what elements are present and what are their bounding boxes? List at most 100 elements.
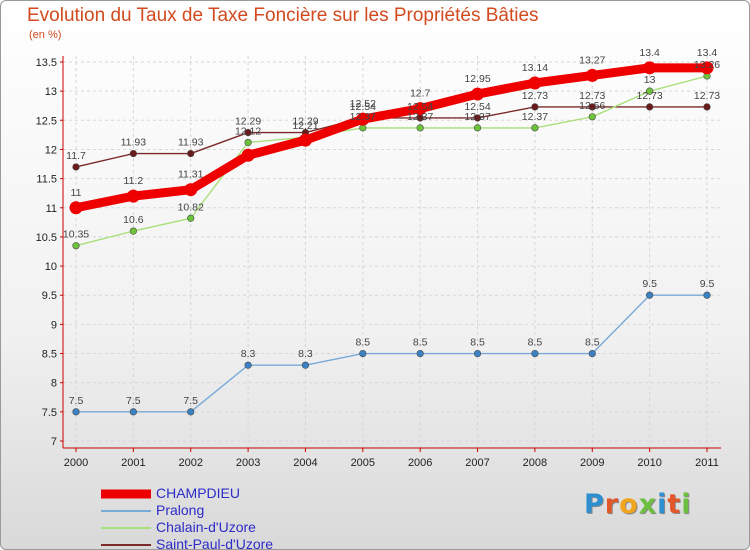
data-point-champdieu <box>298 133 312 147</box>
data-point-pralong <box>244 361 252 369</box>
x-tick-label: 2002 <box>178 457 202 469</box>
x-tick-label: 2001 <box>121 457 145 469</box>
data-point-champdieu <box>356 112 370 126</box>
data-label-pralong: 8.5 <box>585 337 600 349</box>
axes: 7 7.5 8 8.5 9 9.5 10 10.5 11 11.5 12 12.5 13 13.5 2000… <box>36 56 721 469</box>
data-point-chalain-d-uzore <box>646 87 654 95</box>
data-point-pralong <box>531 349 539 358</box>
logo-letter: P <box>584 489 605 520</box>
data-point-saint-paul-d-uzore <box>703 103 711 111</box>
proxiti-logo: Proxiti <box>584 489 692 520</box>
data-label-saint-paul-d-uzore: 11.93 <box>178 137 204 149</box>
chart-title: Evolution du Taux de Taxe Foncière sur l… <box>27 5 539 26</box>
data-point-pralong <box>187 408 195 416</box>
y-tick-label: 7.5 <box>42 407 57 419</box>
data-label-pralong: 9.5 <box>642 278 657 290</box>
data-point-pralong <box>703 291 711 299</box>
y-axis-unit: (en %) <box>29 29 62 41</box>
data-label-saint-paul-d-uzore: 12.54 <box>350 101 376 113</box>
x-tick-label: 2004 <box>293 457 317 469</box>
data-label-saint-paul-d-uzore: 12.73 <box>636 90 662 102</box>
data-label-pralong: 8.3 <box>241 348 256 360</box>
data-label-champdieu: 13.4 <box>697 47 718 59</box>
legend-swatch <box>101 543 151 546</box>
data-label-pralong: 7.5 <box>69 395 84 407</box>
data-label-chalain-d-uzore: 12.12 <box>235 125 261 137</box>
data-label-saint-paul-d-uzore: 12.29 <box>235 116 261 128</box>
data-label-pralong: 9.5 <box>700 278 715 290</box>
data-point-champdieu <box>126 189 140 203</box>
data-point-saint-paul-d-uzore <box>72 163 80 171</box>
data-label-champdieu: 12.52 <box>350 98 376 110</box>
data-point-chalain-d-uzore <box>531 124 539 132</box>
logo-letter: i <box>681 489 692 520</box>
data-point-chalain-d-uzore <box>244 138 252 147</box>
data-label-saint-paul-d-uzore: 12.54 <box>464 101 490 113</box>
series-line-champdieu <box>75 63 707 213</box>
data-label-pralong: 8.5 <box>356 337 371 349</box>
data-label-champdieu: 13.14 <box>522 62 548 74</box>
x-tick-label: 2010 <box>637 457 661 469</box>
legend-swatch <box>101 509 151 512</box>
x-tick-label: 2005 <box>351 457 375 469</box>
data-point-chalain-d-uzore <box>72 242 80 250</box>
x-tick-label: 2008 <box>523 457 547 469</box>
data-label-champdieu: 12.7 <box>410 88 431 100</box>
data-label-chalain-d-uzore: 12.37 <box>407 111 433 123</box>
y-tick-label: 10 <box>45 261 57 273</box>
data-point-champdieu <box>585 68 599 82</box>
y-tick-label: 13 <box>45 86 57 98</box>
data-point-chalain-d-uzore <box>129 227 137 235</box>
data-label-saint-paul-d-uzore: 12.73 <box>694 90 720 102</box>
data-label-pralong: 8.5 <box>470 337 485 349</box>
y-tick-label: 11 <box>46 203 57 215</box>
data-label-pralong: 8.5 <box>413 337 428 349</box>
data-label-champdieu: 11.2 <box>124 175 144 187</box>
x-tick-label: 2007 <box>465 457 489 469</box>
y-tick-label: 10.5 <box>36 232 57 244</box>
data-point-champdieu <box>471 87 485 101</box>
data-point-saint-paul-d-uzore <box>588 103 596 111</box>
legend-label: Chalain-d'Uzore <box>156 519 256 535</box>
data-point-saint-paul-d-uzore <box>129 149 137 158</box>
series-lines <box>69 61 714 416</box>
y-tick-label: 12.5 <box>36 115 57 127</box>
y-tick-label: 11.5 <box>36 174 57 186</box>
logo-letter: i <box>657 489 668 520</box>
data-label-pralong: 7.5 <box>126 395 141 407</box>
data-label-champdieu: 11 <box>71 187 82 199</box>
data-point-pralong <box>473 349 482 358</box>
legend-swatch <box>101 489 151 498</box>
data-point-pralong <box>72 408 80 416</box>
data-point-pralong <box>359 349 367 358</box>
data-label-chalain-d-uzore: 12.37 <box>464 111 490 123</box>
data-point-pralong <box>588 349 596 358</box>
data-point-saint-paul-d-uzore <box>187 149 195 158</box>
data-label-chalain-d-uzore: 13 <box>644 74 656 86</box>
data-point-pralong <box>301 361 310 369</box>
logo-letter: x <box>638 489 658 520</box>
data-point-champdieu <box>69 201 83 215</box>
data-label-champdieu: 13.27 <box>579 54 605 66</box>
data-point-chalain-d-uzore <box>588 113 596 121</box>
data-point-chalain-d-uzore <box>187 214 195 222</box>
x-tick-label: 2009 <box>580 457 604 469</box>
data-label-chalain-d-uzore: 12.37 <box>350 111 376 123</box>
data-point-saint-paul-d-uzore <box>646 103 654 111</box>
y-tick-label: 8 <box>51 378 57 390</box>
data-label-chalain-d-uzore: 12.56 <box>579 100 605 112</box>
data-point-saint-paul-d-uzore <box>531 103 539 111</box>
data-label-chalain-d-uzore: 10.82 <box>178 201 204 213</box>
data-label-saint-paul-d-uzore: 11.7 <box>66 150 86 162</box>
legend-label: Saint-Paul-d'Uzore <box>156 536 274 550</box>
grid <box>63 56 721 448</box>
logo-letter: t <box>667 489 682 520</box>
x-tick-label: 2003 <box>236 457 260 469</box>
data-point-pralong <box>416 349 424 358</box>
data-label-saint-paul-d-uzore: 12.29 <box>292 116 318 128</box>
data-label-chalain-d-uzore: 12.37 <box>522 111 548 123</box>
logo-letter: o <box>619 489 639 520</box>
